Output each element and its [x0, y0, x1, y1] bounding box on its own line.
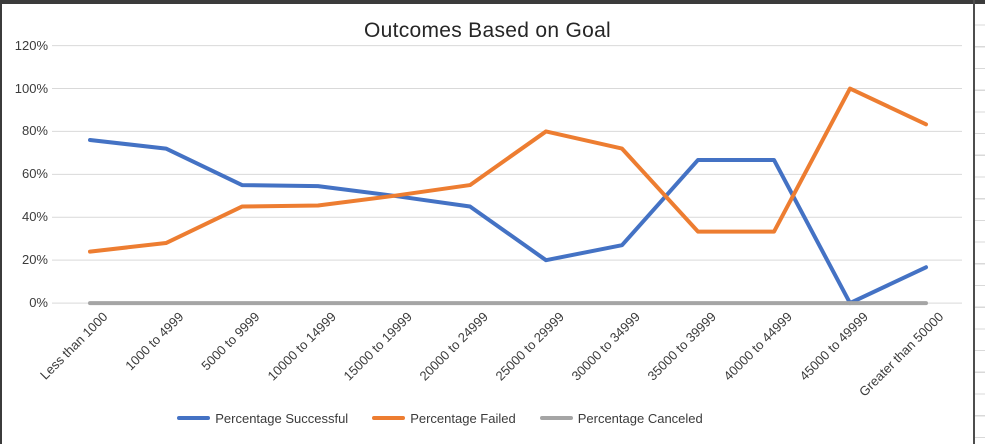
y-axis-tick-label: 120%: [14, 37, 48, 53]
legend-item-percentage-canceled[interactable]: Percentage Canceled: [539, 410, 703, 426]
legend-line-swatch: [177, 416, 211, 420]
legend-label: Percentage Canceled: [577, 410, 703, 426]
legend-label: Percentage Successful: [215, 410, 349, 426]
legend-line-swatch: [372, 416, 406, 420]
series-line-percentage-successful[interactable]: [88, 138, 928, 306]
y-axis-tick-label: 100%: [14, 80, 48, 96]
legend-item-percentage-failed[interactable]: Percentage Failed: [372, 411, 516, 426]
worksheet-cells-strip[interactable]: [975, 4, 985, 444]
worksheet-divider-line: [973, 0, 975, 444]
y-axis-tick-label: 40%: [21, 209, 48, 225]
y-axis-tick-label: 80%: [21, 123, 48, 139]
chart-left-border: [0, 0, 2, 444]
y-axis-tick-label: 20%: [21, 252, 48, 268]
legend-label: Percentage Failed: [410, 410, 516, 426]
legend-line-swatch: [539, 416, 573, 420]
window-top-edge: [0, 0, 985, 4]
legend-item-percentage-successful[interactable]: Percentage Successful: [177, 411, 348, 426]
chart-legend: Percentage Successful Percentage Failed Pe…: [0, 407, 880, 429]
y-axis-tick-label: 60%: [21, 166, 48, 182]
chart-title[interactable]: Outcomes Based on Goal: [363, 19, 612, 42]
y-axis-tick-label: 0%: [29, 295, 48, 311]
series-line-percentage-failed[interactable]: [88, 86, 928, 254]
